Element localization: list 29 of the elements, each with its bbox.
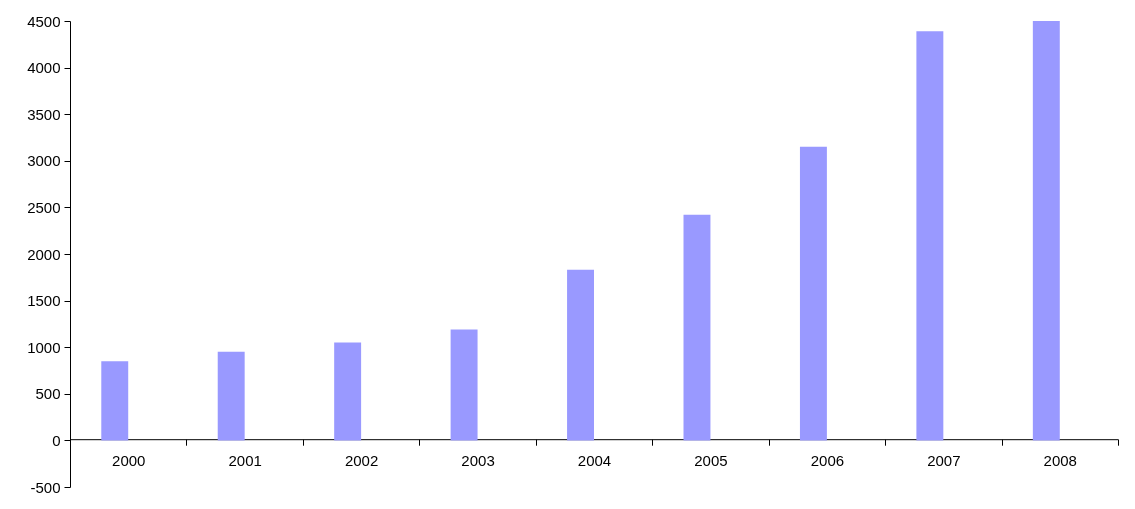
bar	[217, 351, 245, 441]
x-tick-label: 2008	[1043, 451, 1077, 469]
y-tick-label: 0	[52, 431, 61, 449]
x-tick-label: 2002	[344, 451, 379, 469]
y-tick-label: -500	[30, 478, 61, 496]
y-tick-label: 1000	[27, 338, 61, 356]
x-tick-label: 2005	[694, 451, 728, 469]
y-tick-label: 3500	[27, 105, 61, 123]
bar	[916, 31, 944, 441]
y-tick-label: 1500	[27, 292, 61, 310]
y-tick-label: 3000	[27, 152, 61, 170]
y-tick-label: 4500	[27, 12, 61, 30]
bar	[334, 342, 362, 441]
x-tick-label: 2006	[810, 451, 845, 469]
bar	[567, 269, 594, 441]
x-tick-label: 2004	[577, 451, 612, 469]
bar	[1032, 21, 1060, 441]
y-tick-label: 4000	[27, 59, 61, 77]
bar	[101, 361, 129, 441]
x-tick-label: 2000	[112, 451, 146, 469]
bar	[450, 329, 478, 441]
y-tick-label: 2500	[27, 198, 61, 216]
x-tick-label: 2007	[927, 451, 961, 469]
y-tick-label: 2000	[27, 245, 61, 263]
bar	[683, 214, 711, 441]
x-tick-label: 2001	[228, 451, 262, 469]
y-tick-label: 500	[35, 385, 61, 403]
x-tick-label: 2003	[461, 451, 495, 469]
bar	[799, 146, 827, 441]
